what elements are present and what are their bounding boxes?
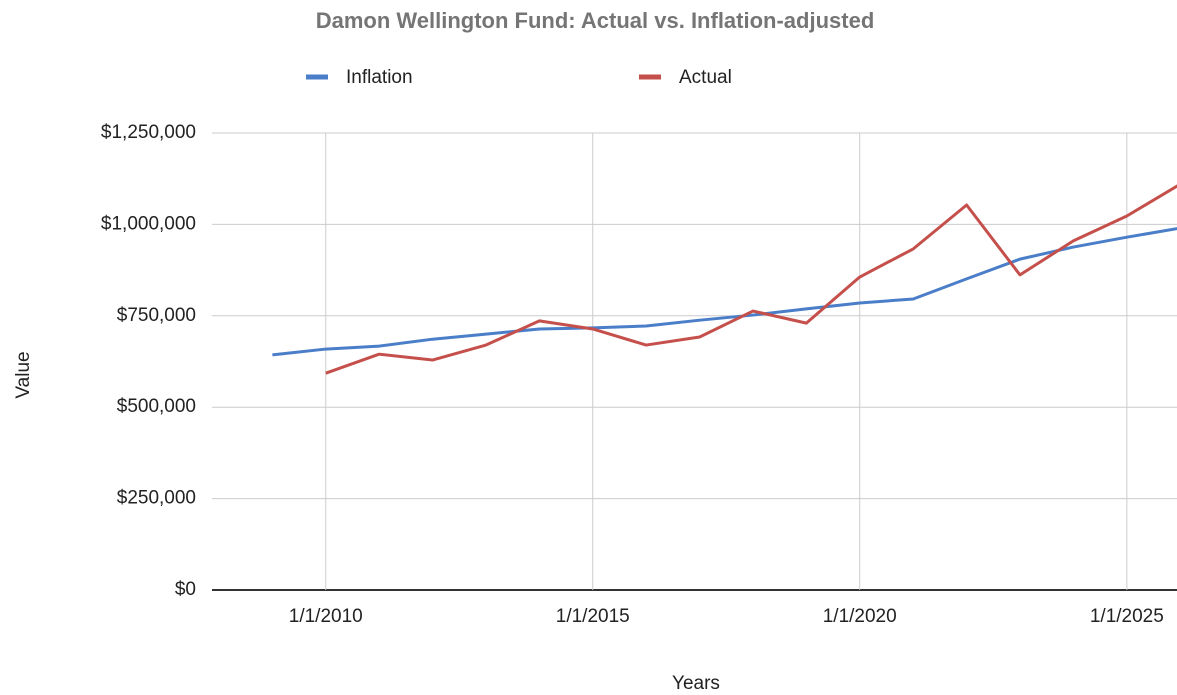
x-tick-label: 1/1/2025	[1090, 606, 1164, 627]
x-tick-label: 1/1/2015	[556, 606, 630, 627]
legend-label: Actual	[679, 67, 732, 88]
plot-area	[272, 184, 1177, 375]
y-tick-label: $500,000	[117, 396, 196, 417]
x-axis-label: Years	[672, 673, 720, 694]
x-tick-label: 1/1/2010	[289, 606, 363, 627]
y-tick-label: $250,000	[117, 488, 196, 509]
y-axis-label: Value	[13, 351, 34, 398]
grid	[212, 132, 1177, 591]
series-line	[325, 184, 1177, 375]
legend-label: Inflation	[346, 67, 413, 88]
chart-title: Damon Wellington Fund: Actual vs. Inflat…	[316, 8, 875, 33]
y-tick-label: $1,250,000	[101, 122, 196, 143]
x-tick-label: 1/1/2020	[823, 606, 897, 627]
y-tick-label: $1,000,000	[101, 213, 196, 234]
series-line	[272, 227, 1177, 357]
y-tick-label: $750,000	[117, 305, 196, 326]
y-tick-label: $0	[175, 579, 196, 600]
